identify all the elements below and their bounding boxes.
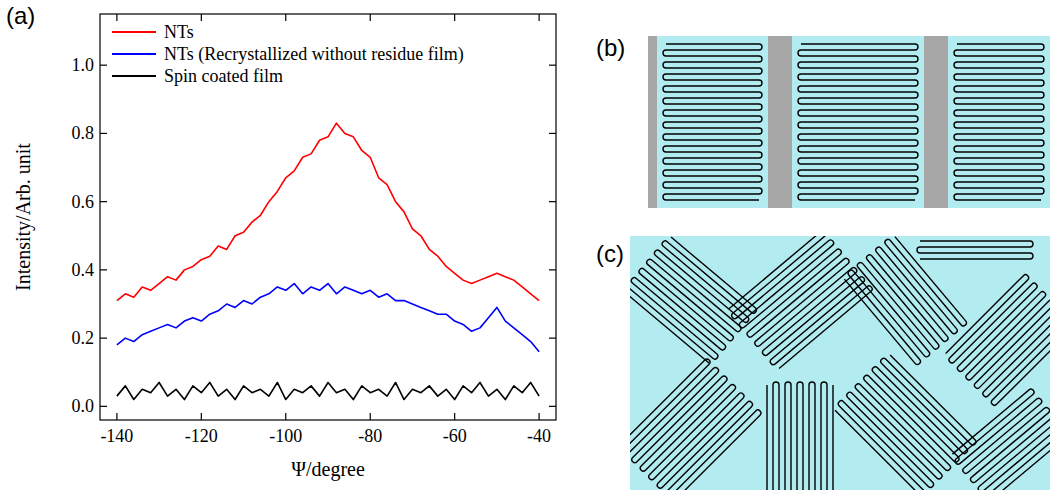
legend-swatch [112,31,156,33]
folded-chain [630,358,762,490]
x-tick [539,413,540,420]
y-tick-label: 1.0 [72,55,95,75]
x-tick-top [201,14,202,21]
x-tick-top [454,14,455,21]
figure: -140 -120 -100 -80 -60 -40 0.0 0.2 0.4 0.6 0.8 1.0 Ψ… [0,0,1054,494]
template-wall [768,36,792,208]
y-tick-label: 0.6 [72,192,95,212]
folded-chain [727,236,874,370]
x-tick-top [285,14,286,21]
x-tick [285,413,286,420]
x-axis-title: Ψ/degree [291,458,365,481]
folded-chain [842,236,967,366]
panel-label: (b) [596,34,625,61]
series-line [117,123,539,300]
chart-a: -140 -120 -100 -80 -60 -40 0.0 0.2 0.4 0.6 0.8 1.0 Ψ… [12,14,556,481]
x-tick [201,413,202,420]
x-tick [454,413,455,420]
folded-chain [663,44,762,200]
y-axis-title: Intensity/Arb. unit [12,143,35,291]
x-tick [370,413,371,420]
folded-chain [950,388,1050,490]
y-tick-right [549,65,556,66]
series-group [117,123,539,399]
legend-label: NTs [164,22,194,42]
x-tick-label: -80 [358,426,382,446]
y-tick-label: 0.4 [72,260,95,280]
y-tick-label: 0.0 [72,396,95,416]
y-tick [100,406,107,407]
y-tick [100,338,107,339]
folded-chain [767,382,833,490]
y-tick-right [549,406,556,407]
x-tick-top [370,14,371,21]
y-tick [100,133,107,134]
y-tick-right [549,269,556,270]
y-tick-label: 0.8 [72,123,95,143]
y-tick [100,65,107,66]
matrix [648,36,1050,208]
folded-chain [954,44,1044,200]
folded-chain [944,274,1050,407]
legend-label: NTs (Recrystallized without residue film… [164,44,464,65]
legend: NTsNTs (Recrystallized without residue f… [112,22,464,86]
y-tick-right [549,201,556,202]
legend-swatch [112,75,156,77]
x-tick-top [116,14,117,21]
template-wall [648,36,657,208]
x-tick-label: -40 [527,426,551,446]
series-line [117,284,539,352]
folded-chain [833,353,977,490]
series-line [117,382,539,399]
legend-swatch [112,53,156,55]
y-tick [100,201,107,202]
x-tick-label: -60 [443,426,467,446]
x-tick-label: -120 [185,426,218,446]
folded-chain [798,44,918,200]
y-tick-right [549,338,556,339]
panel-label: (c) [596,240,624,267]
y-tick [100,269,107,270]
x-tick-top [539,14,540,21]
folded-chain [917,241,1033,259]
y-tick-right [549,133,556,134]
template-wall [924,36,948,208]
legend-label: Spin coated film [164,66,283,86]
x-tick-label: -100 [269,426,302,446]
diagram-c [630,236,1050,490]
y-tick-label: 0.2 [72,328,95,348]
x-tick [116,413,117,420]
diagram-b [648,36,1050,208]
plot-frame [100,14,556,420]
panel-label: (a) [6,2,35,29]
x-tick-label: -140 [100,426,133,446]
